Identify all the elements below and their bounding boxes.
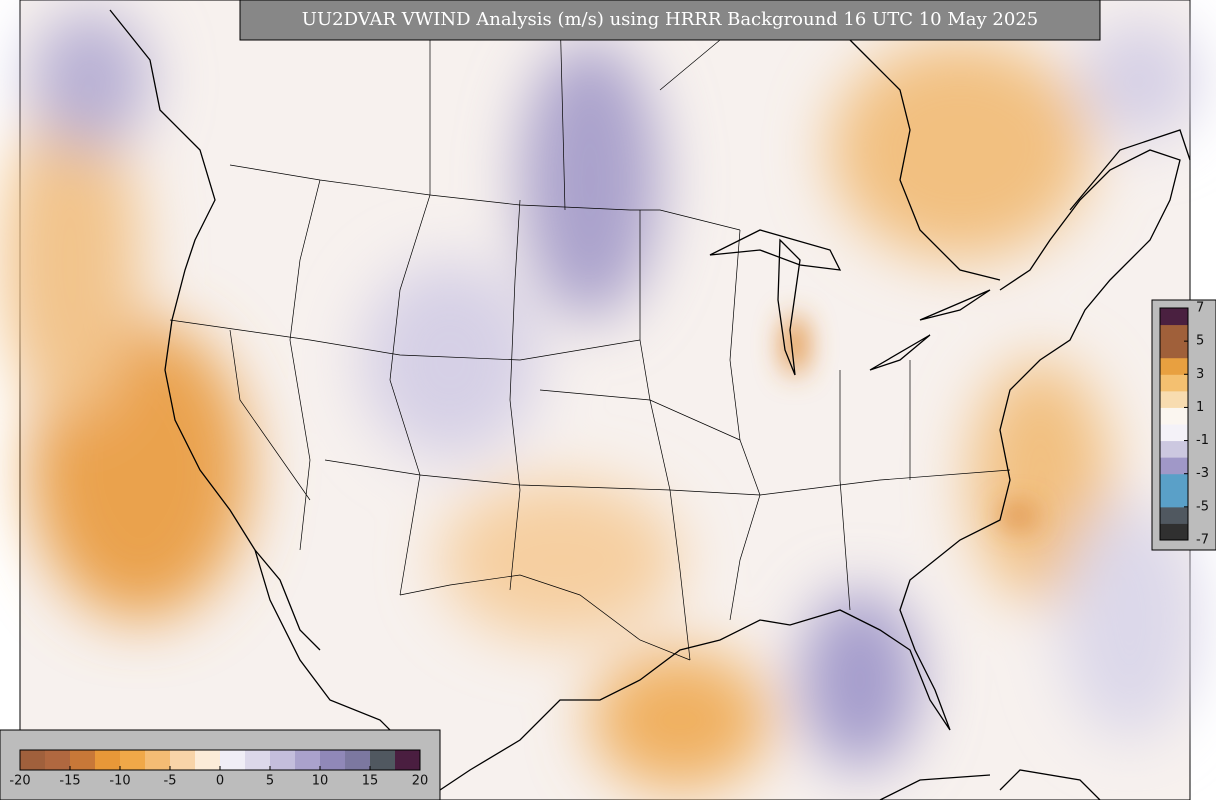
colorbar-segment bbox=[20, 750, 46, 770]
colorbar-segment bbox=[1160, 357, 1188, 375]
colorbar-tick-label: 7 bbox=[1196, 301, 1204, 316]
colorbar-segment bbox=[1160, 490, 1188, 508]
colorbar-outline bbox=[1159, 307, 1189, 541]
colorbar-tick-label: -15 bbox=[59, 774, 80, 789]
colorbar-segment bbox=[370, 750, 396, 770]
colorbar-tick-label: -7 bbox=[1196, 533, 1209, 548]
colorbar-segment bbox=[245, 750, 271, 770]
colorbar-segment bbox=[270, 750, 296, 770]
colorbar-tick-label: 1 bbox=[1196, 400, 1204, 415]
colorbar-tick-label: -1 bbox=[1196, 433, 1209, 448]
colorbar-tick-label: 20 bbox=[412, 774, 429, 789]
borders bbox=[169, 9, 1011, 661]
colorbar-segment bbox=[1160, 407, 1188, 425]
coastlines bbox=[109, 9, 1191, 800]
colorbar-segment bbox=[1160, 324, 1188, 342]
title-box bbox=[239, 0, 1101, 41]
colorbar-segment bbox=[1160, 506, 1188, 524]
colorbar-segment bbox=[220, 750, 246, 770]
colorbar-tick-label: 0 bbox=[216, 774, 224, 789]
colorbar-tick-label: -5 bbox=[1196, 499, 1209, 514]
colorbar-segment bbox=[145, 750, 171, 770]
colorbar-segment bbox=[45, 750, 71, 770]
colorbar-segment bbox=[195, 750, 221, 770]
colorbar-tick-label: 15 bbox=[362, 774, 379, 789]
colorbar-segment bbox=[1160, 374, 1188, 392]
colorbar-tick-label: -10 bbox=[109, 774, 130, 789]
colorbar-segment bbox=[1160, 457, 1188, 475]
colorbar-segment bbox=[1160, 473, 1188, 491]
colorbar-segment bbox=[395, 750, 421, 770]
colorbar-segment bbox=[1160, 341, 1188, 359]
colorbar-segment bbox=[1160, 390, 1188, 408]
colorbar-tick-label: 5 bbox=[266, 774, 274, 789]
colorbar-segment bbox=[1160, 440, 1188, 458]
wind-field bbox=[0, 10, 1200, 790]
colorbar-tick-label: -20 bbox=[9, 774, 30, 789]
colorbar-segment bbox=[1160, 308, 1188, 326]
colorbar-tick-label: -3 bbox=[1196, 466, 1209, 481]
colorbar-segment bbox=[295, 750, 321, 770]
colorbar-segment bbox=[1160, 424, 1188, 442]
colorbar-segment bbox=[95, 750, 121, 770]
colorbar-segment bbox=[345, 750, 371, 770]
colorbar-tick-label: -5 bbox=[164, 774, 177, 789]
colorbar-tick-label: 5 bbox=[1196, 334, 1204, 349]
colorbar-segment bbox=[1160, 523, 1188, 541]
colorbar-tick-label: 3 bbox=[1196, 367, 1204, 382]
colorbar-segment bbox=[170, 750, 196, 770]
colorbar-segment bbox=[120, 750, 146, 770]
colorbar-segment bbox=[70, 750, 96, 770]
colorbar-segment bbox=[320, 750, 346, 770]
colorbar-tick-label: 10 bbox=[312, 774, 329, 789]
map-title: UU2DVAR VWIND Analysis (m/s) using HRRR … bbox=[302, 9, 1038, 30]
